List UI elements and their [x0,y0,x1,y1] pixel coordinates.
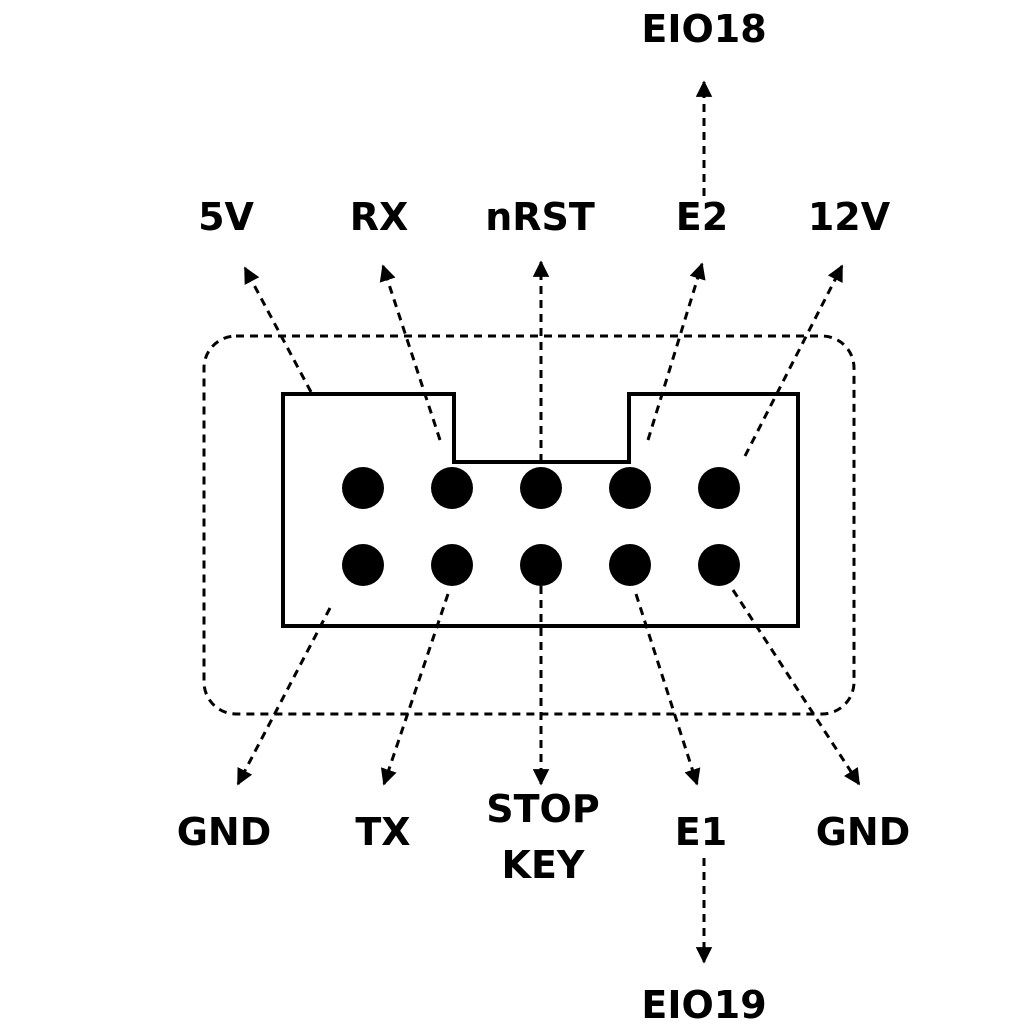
pin-10 [698,544,740,586]
label-eio18: EIO18 [641,7,766,51]
arrow-5v [243,266,313,393]
dashed-frame [202,334,856,716]
label-gnd-right: GND [816,810,911,854]
pin-7 [431,544,473,586]
connector-body [281,392,800,628]
label-gnd-left: GND [177,810,272,854]
label-e1: E1 [675,810,727,854]
label-rx: RX [350,195,409,239]
label-5v: 5V [198,195,254,239]
arrow-e1 [634,593,701,786]
pin-1 [342,467,384,509]
label-eio19: EIO19 [641,983,766,1024]
pin-9 [609,544,651,586]
label-e2: E2 [676,195,728,239]
label-key: KEY [502,843,585,887]
label-stop: STOP [486,787,599,831]
pin-row-bottom [342,544,740,586]
pin-8 [520,544,562,586]
pin-4 [609,467,651,509]
arrow-e2 [646,262,706,441]
pin-3 [520,467,562,509]
pin-5 [698,467,740,509]
label-12v: 12V [808,195,891,239]
arrow-tx [380,593,450,786]
pin-6 [342,544,384,586]
label-tx: TX [355,810,410,854]
arrow-12v [743,264,844,457]
pin-row-top [342,467,740,509]
arrow-gnd-right [731,589,861,786]
arrow-gnd-left [236,607,332,786]
arrow-rx [379,264,442,441]
pin-2 [431,467,473,509]
label-nrst: nRST [485,195,595,239]
